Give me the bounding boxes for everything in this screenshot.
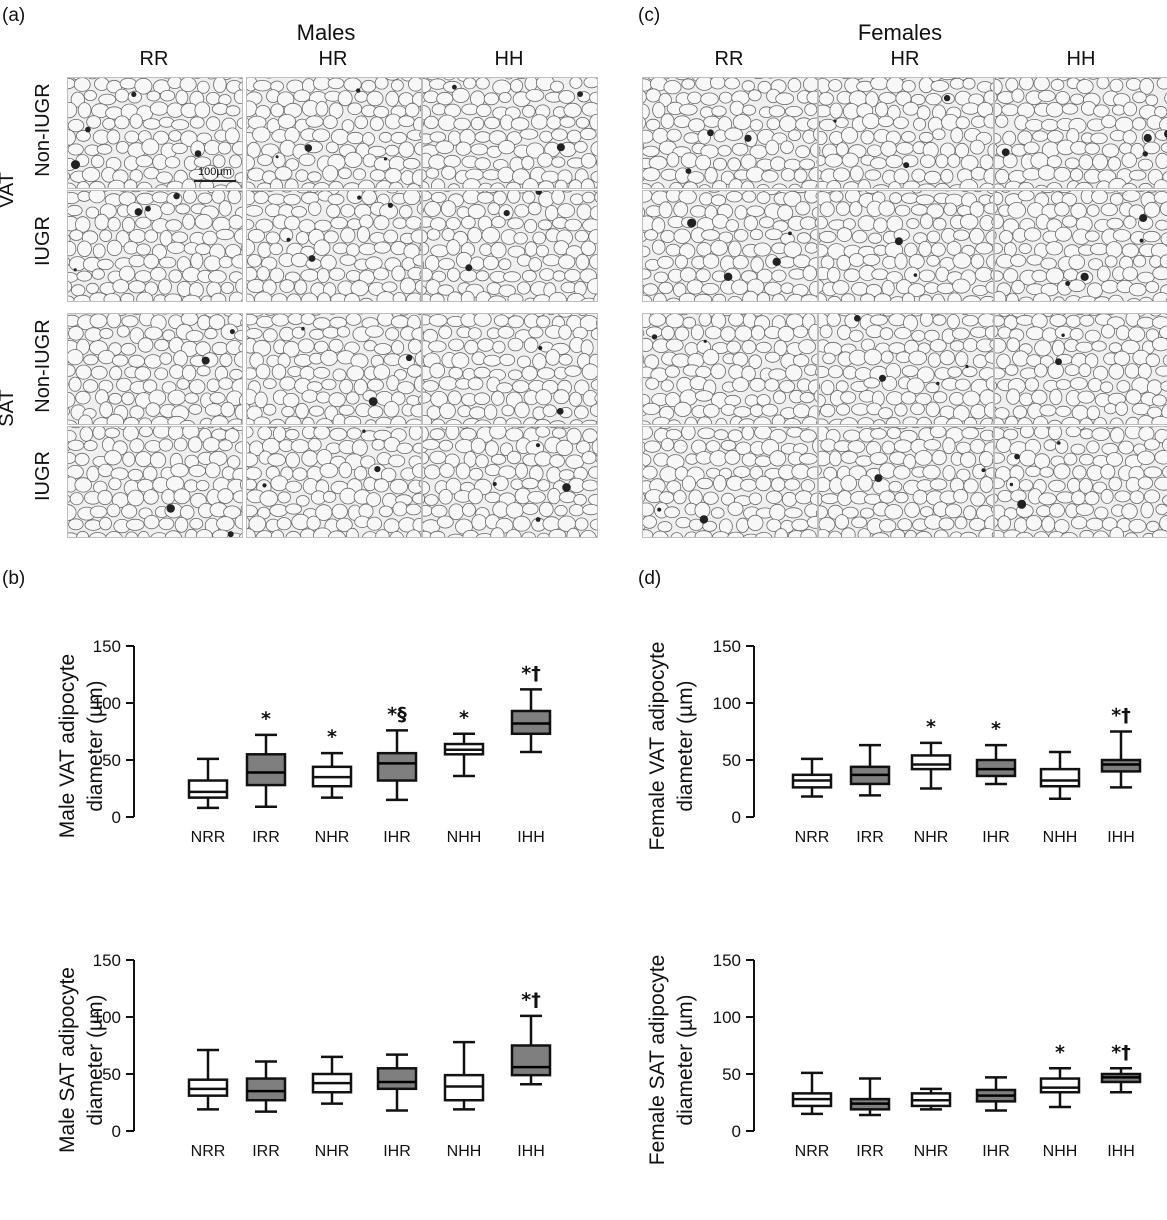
female-sat-box [1041,1079,1079,1093]
female-vat-y-tick-label: 50 [722,751,741,770]
female-vat-y-tick-label: 100 [713,694,741,713]
male-vat-significance-marker: *† [521,662,540,684]
female-sat-x-tick-label: IRR [856,1143,884,1160]
male-sat-box [247,1079,285,1101]
female-vat-significance-marker: *† [1111,705,1130,727]
male-sat-x-tick-label: NRR [191,1143,226,1160]
male-sat-x-tick-label: IRR [252,1143,280,1160]
male-sat-x-tick-label: IHR [383,1143,411,1160]
female-sat-significance-marker: *† [1111,1041,1130,1063]
female-sat-x-tick-label: IHR [982,1143,1010,1160]
male-sat-x-tick-label: NHR [315,1143,350,1160]
female-sat-x-tick-label: NRR [795,1143,830,1160]
box-plot-charts: 0 50 100 150 NRR IRR NHR IHR NHH IHH * * *§ * *† 0 50 100… [0,0,1167,1165]
y-axis-label-male-sat: Male SAT adipocyte diameter (µm) [54,910,114,1210]
female-vat-x-tick-label: IHR [982,829,1010,846]
male-vat-significance-marker: *§ [387,703,407,725]
male-vat-x-tick-label: IRR [252,829,280,846]
female-vat-x-tick-label: IRR [856,829,884,846]
female-sat-y-tick-label: 150 [713,951,741,970]
female-sat-y-tick-label: 50 [722,1065,741,1084]
female-vat-box [912,755,950,769]
male-vat-x-tick-label: NRR [191,829,226,846]
male-vat-x-tick-label: NHR [315,829,350,846]
female-vat-x-tick-label: NHR [914,829,949,846]
female-vat-significance-marker: * [926,716,936,738]
male-sat-box [512,1046,550,1076]
female-vat-box [1041,769,1079,786]
male-vat-significance-marker: * [459,707,469,729]
female-sat-x-tick-label: IHH [1107,1143,1135,1160]
female-vat-x-tick-label: NRR [795,829,830,846]
male-sat-box [378,1068,416,1089]
male-vat-x-tick-label: IHR [383,829,411,846]
male-sat-significance-marker: *† [521,989,540,1011]
male-sat-x-tick-label: NHH [447,1143,482,1160]
female-vat-significance-marker: * [991,718,1001,740]
female-vat-x-tick-label: IHH [1107,829,1135,846]
y-axis-label-male-vat: Male VAT adipocyte diameter (µm) [54,596,114,896]
male-vat-box [247,754,285,785]
male-vat-x-tick-label: IHH [517,829,545,846]
female-vat-x-tick-label: NHH [1043,829,1078,846]
male-vat-x-tick-label: NHH [447,829,482,846]
y-axis-label-female-sat: Female SAT adipocyte diameter (µm) [644,900,704,1220]
male-sat-x-tick-label: IHH [517,1143,545,1160]
male-vat-box [189,781,227,798]
y-axis-label-female-vat: Female VAT adipocyte diameter (µm) [644,586,704,906]
female-sat-x-tick-label: NHR [914,1143,949,1160]
male-vat-box [378,753,416,780]
female-sat-y-tick-label: 0 [732,1122,741,1141]
female-sat-y-tick-label: 100 [713,1008,741,1027]
male-vat-significance-marker: * [327,726,337,748]
female-vat-y-tick-label: 150 [713,637,741,656]
female-sat-significance-marker: * [1055,1041,1065,1063]
male-vat-significance-marker: * [261,708,271,730]
female-sat-x-tick-label: NHH [1043,1143,1078,1160]
female-vat-y-tick-label: 0 [732,808,741,827]
